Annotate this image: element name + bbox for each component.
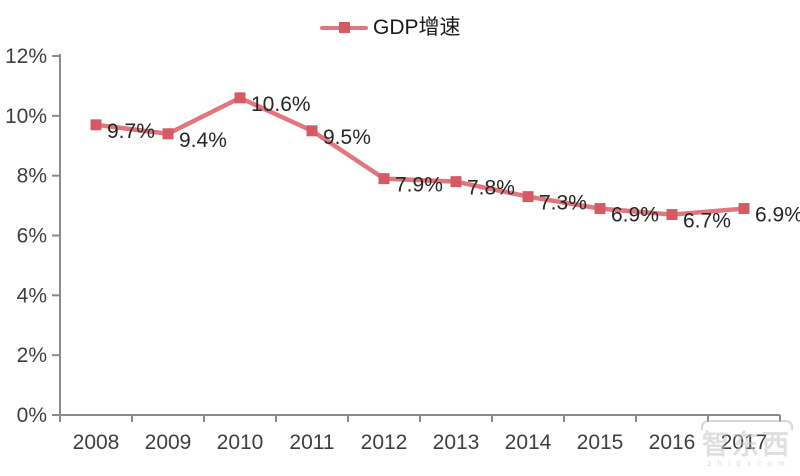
- legend-marker-icon: [339, 21, 350, 33]
- x-axis-label: 2016: [649, 431, 696, 454]
- chart-legend: GDP增速: [320, 17, 461, 38]
- legend-line-icon: [320, 21, 368, 33]
- x-axis-label: 2009: [145, 431, 192, 454]
- data-point-marker: [306, 125, 318, 137]
- data-point-label: 7.9%: [395, 174, 443, 197]
- y-axis-tick-label: 0%: [17, 404, 47, 427]
- data-point-marker: [666, 209, 678, 221]
- x-axis-label: 2014: [505, 431, 552, 454]
- data-point-marker: [738, 203, 750, 215]
- y-axis-tick-label: 8%: [17, 165, 47, 188]
- x-axis-label: 2011: [289, 431, 334, 454]
- gdp-growth-line: [93, 95, 747, 217]
- data-point-marker: [594, 203, 606, 215]
- data-point-marker: [378, 173, 390, 185]
- y-axis-tick-label: 6%: [17, 225, 47, 248]
- legend-label: GDP增速: [373, 16, 461, 39]
- x-axis-label: 2013: [433, 431, 480, 454]
- data-point-label: 7.8%: [467, 177, 515, 200]
- y-axis-tick-label: 4%: [17, 284, 47, 307]
- y-axis-tick-label: 12%: [5, 45, 47, 68]
- data-point-label: 10.6%: [251, 93, 311, 116]
- data-point-label: 6.9%: [611, 204, 659, 227]
- data-point-marker: [522, 191, 534, 203]
- x-axis-label: 2017: [721, 431, 768, 454]
- x-axis-label: 2012: [361, 431, 408, 454]
- x-axis-label: 2008: [73, 431, 120, 454]
- data-point-marker: [90, 119, 102, 131]
- x-axis-label: 2010: [217, 431, 264, 454]
- data-point-label: 6.9%: [755, 204, 800, 227]
- data-point-marker: [234, 92, 246, 104]
- data-point-marker: [450, 176, 462, 188]
- data-point-label: 6.7%: [683, 210, 731, 233]
- y-axis-tick-label: 2%: [17, 344, 47, 367]
- x-axis-label: 2015: [577, 431, 624, 454]
- data-point-label: 9.4%: [179, 129, 227, 152]
- y-axis-tick-label: 10%: [5, 105, 47, 128]
- data-point-label: 7.3%: [539, 192, 587, 215]
- data-point-marker: [162, 128, 174, 140]
- data-point-label: 9.5%: [323, 126, 371, 149]
- data-point-label: 9.7%: [107, 120, 155, 143]
